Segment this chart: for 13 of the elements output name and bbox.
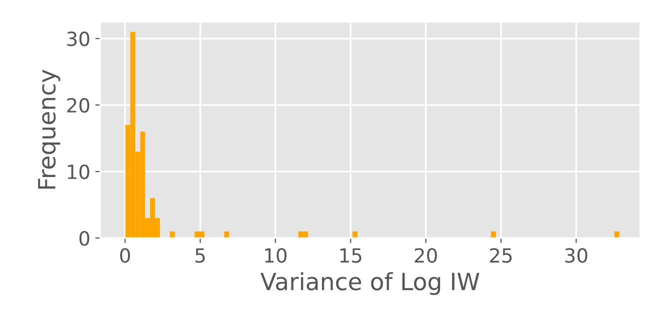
x-tick-label: 30 [565,248,588,263]
x-tick-label: 25 [490,248,512,263]
x-tick-label: 15 [340,248,362,263]
x-tick-label: 0 [120,248,130,263]
x-tick-label: 10 [265,248,287,263]
y-tick-label: 0 [79,231,90,246]
x-tick-label: 20 [414,248,437,263]
y-tick-label: 20 [67,98,90,113]
y-tick-label: 30 [67,31,90,46]
y-tick-label: 10 [68,164,90,180]
x-axis-title: Variance of Log IW [260,272,480,295]
x-tick-label: 5 [196,248,205,263]
y-axis-title: Frequency [38,70,60,189]
